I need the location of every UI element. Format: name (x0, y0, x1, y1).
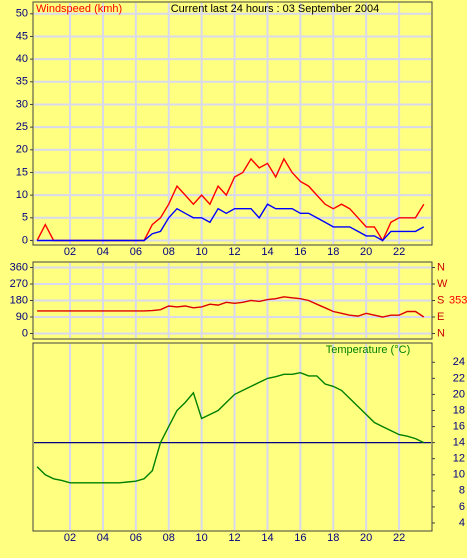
y-tick-label: 4 (459, 517, 465, 529)
x-tick-label: 08 (163, 246, 175, 258)
x-tick-label: 20 (360, 246, 372, 258)
x-tick-label: 12 (228, 532, 240, 544)
x-tick-label: 08 (163, 532, 175, 544)
y2-tick-label: N (437, 327, 445, 339)
y-tick-label: 16 (453, 420, 465, 432)
chart-subtitle: Current last 24 hours : 03 September 200… (171, 3, 380, 15)
x-tick-label: 20 (360, 532, 372, 544)
y-tick-label: 20 (453, 388, 465, 400)
x-tick-label: 10 (196, 532, 208, 544)
y-tick-label: 50 (16, 8, 28, 20)
y-tick-label: 15 (16, 166, 28, 178)
x-tick-label: 04 (97, 246, 109, 258)
series-line (36, 371, 425, 484)
x-tick-label: 16 (294, 246, 306, 258)
x-tick-label: 22 (393, 532, 405, 544)
y-tick-label: 40 (16, 53, 28, 65)
y2-tick-label: E (437, 311, 444, 323)
y-tick-label: 18 (453, 404, 465, 416)
y-tick-label: 8 (459, 485, 465, 497)
x-tick-label: 06 (130, 246, 142, 258)
chart-title: Windspeed (kmh) (36, 3, 122, 15)
y-tick-label: 270 (10, 278, 28, 290)
y-tick-label: 14 (453, 437, 465, 449)
y-tick-label: 45 (16, 30, 28, 42)
y-tick-label: 180 (10, 294, 28, 306)
y2-tick-label: N (437, 261, 445, 273)
x-tick-label: 14 (261, 532, 273, 544)
series-line (37, 203, 425, 242)
x-tick-label: 16 (294, 532, 306, 544)
y-tick-label: 0 (22, 327, 28, 339)
y-tick-label: 0 (22, 234, 28, 246)
plot-area (32, 342, 433, 532)
y-tick-label: 5 (22, 212, 28, 224)
x-tick-label: 18 (327, 532, 339, 544)
y-tick-label: 22 (453, 372, 465, 384)
chart-title: Temperature (°C) (326, 344, 410, 356)
x-tick-label: 14 (261, 246, 273, 258)
y-tick-label: 20 (16, 144, 28, 156)
x-tick-label: 02 (64, 532, 76, 544)
y-tick-label: 25 (16, 121, 28, 133)
x-tick-label: 04 (97, 532, 109, 544)
x-tick-label: 12 (228, 246, 240, 258)
x-tick-label: 22 (393, 246, 405, 258)
current-value: 353 (449, 294, 467, 306)
y2-tick-label: W (437, 278, 448, 290)
y-tick-label: 10 (16, 189, 28, 201)
x-tick-label: 02 (64, 246, 76, 258)
y-tick-label: 35 (16, 76, 28, 88)
y-tick-label: 10 (453, 469, 465, 481)
x-tick-label: 18 (327, 246, 339, 258)
x-tick-label: 10 (196, 246, 208, 258)
y-tick-label: 90 (16, 311, 28, 323)
x-tick-label: 06 (130, 532, 142, 544)
y-tick-label: 12 (453, 453, 465, 465)
series-line (37, 296, 425, 318)
y2-tick-label: S (437, 294, 444, 306)
y-tick-label: 30 (16, 98, 28, 110)
y-tick-label: 360 (10, 261, 28, 273)
plot-area (32, 1, 433, 246)
y-tick-label: 24 (453, 356, 465, 368)
y-tick-label: 6 (459, 501, 465, 513)
